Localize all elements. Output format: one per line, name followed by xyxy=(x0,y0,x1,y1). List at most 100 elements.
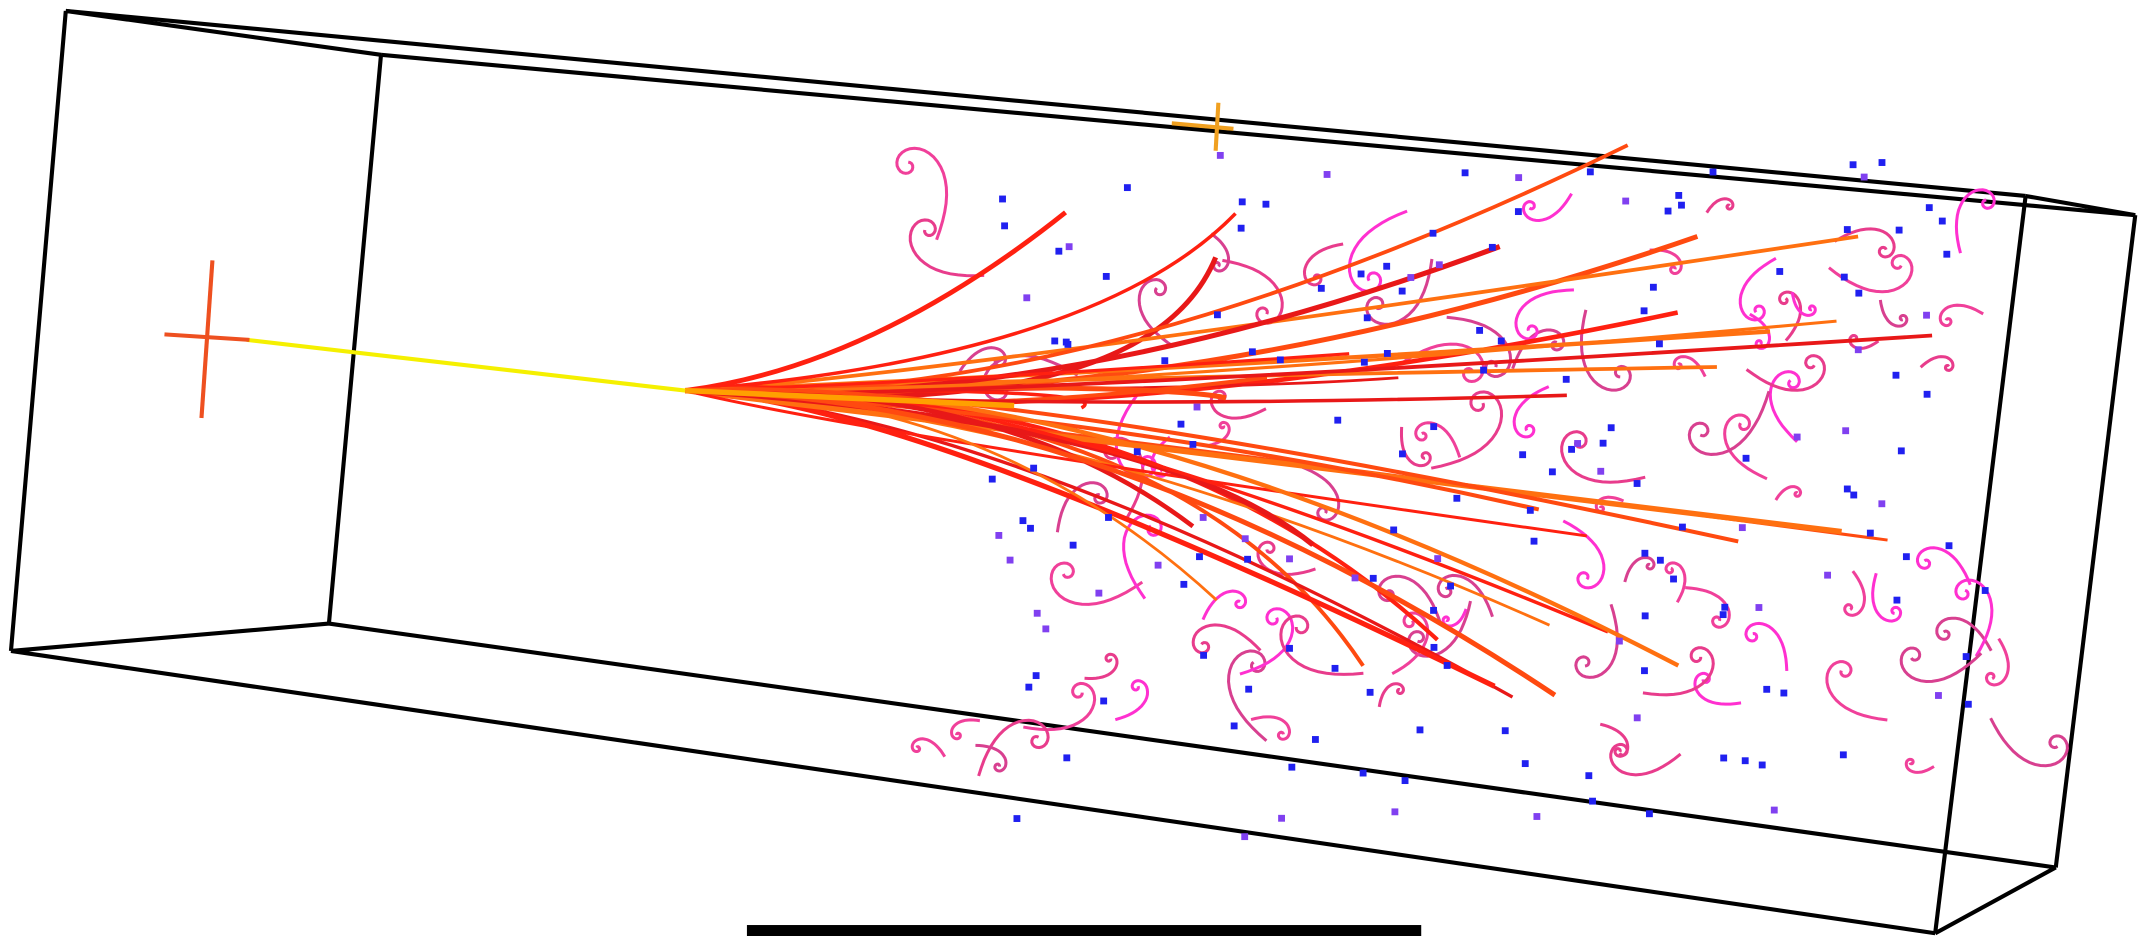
deposit xyxy=(1608,424,1615,431)
deposit xyxy=(1100,698,1107,705)
event-display xyxy=(0,0,2138,936)
deposit xyxy=(1027,525,1034,532)
box-edge xyxy=(329,55,381,624)
deposit xyxy=(1650,284,1657,291)
secondary-track xyxy=(1416,423,1460,458)
deposit xyxy=(1020,517,1027,524)
deposit xyxy=(1447,583,1454,590)
deposit xyxy=(1587,168,1594,175)
deposit xyxy=(1867,530,1874,537)
deposit xyxy=(1391,808,1398,815)
deposit xyxy=(1055,248,1062,255)
deposit xyxy=(1924,391,1931,398)
box-edge xyxy=(11,624,329,651)
deposit xyxy=(1263,201,1270,208)
deposit xyxy=(1616,638,1623,645)
secondary-track xyxy=(1829,255,1912,291)
deposit xyxy=(1134,448,1141,455)
deposit xyxy=(1360,770,1367,777)
deposit xyxy=(1161,357,1168,364)
deposit xyxy=(1794,434,1801,441)
deposit xyxy=(995,532,1002,539)
deposit xyxy=(1926,204,1933,211)
secondary-track xyxy=(1193,625,1260,653)
deposit xyxy=(989,476,996,483)
deposit xyxy=(1679,524,1686,531)
deposit xyxy=(1007,557,1014,564)
secondary-track xyxy=(1921,357,1953,371)
deposit xyxy=(1384,350,1391,357)
deposit xyxy=(1200,652,1207,659)
deposit xyxy=(1178,421,1185,428)
deposit xyxy=(1001,222,1008,229)
deposit xyxy=(1763,686,1770,693)
deposit xyxy=(1743,455,1750,462)
secondary-track xyxy=(910,220,984,276)
secondary-track xyxy=(1379,684,1403,707)
box-edge xyxy=(2056,215,2135,867)
secondary-track xyxy=(1725,415,1767,479)
box-edge xyxy=(1935,867,2056,933)
deposit xyxy=(1286,645,1293,652)
deposit xyxy=(1646,810,1653,817)
deposit xyxy=(1194,404,1201,411)
deposit xyxy=(1217,152,1224,159)
deposit xyxy=(1383,263,1390,270)
deposit xyxy=(1665,208,1672,215)
deposit xyxy=(1600,440,1607,447)
deposit xyxy=(1939,218,1946,225)
deposit xyxy=(1850,492,1857,499)
deposit xyxy=(1124,184,1131,191)
secondary-track xyxy=(1835,229,1895,257)
deposit xyxy=(1670,576,1677,583)
deposit xyxy=(1242,535,1249,542)
deposit xyxy=(1430,423,1437,430)
deposit xyxy=(1842,427,1849,434)
deposit xyxy=(1861,174,1868,181)
deposit xyxy=(1776,268,1783,275)
primary-track xyxy=(247,340,686,391)
box-edge xyxy=(329,624,2056,868)
secondary-track xyxy=(1514,387,1549,437)
deposit xyxy=(1563,376,1570,383)
deposit xyxy=(1453,495,1460,502)
deposit xyxy=(1189,441,1196,448)
deposit xyxy=(1678,202,1685,209)
marker-line xyxy=(164,334,249,339)
secondary-track xyxy=(1600,724,1628,756)
deposit xyxy=(1180,581,1187,588)
deposit xyxy=(1249,348,1256,355)
deposit xyxy=(1923,312,1930,319)
vertex-marker xyxy=(164,260,249,418)
deposit xyxy=(1436,261,1443,268)
secondary-track xyxy=(1431,392,1501,468)
box-edge xyxy=(66,11,2026,196)
deposit xyxy=(1533,813,1540,820)
deposit xyxy=(1519,451,1526,458)
deposit xyxy=(1430,230,1437,237)
deposit xyxy=(1063,339,1070,346)
deposit xyxy=(1515,174,1522,181)
deposit xyxy=(1324,171,1331,178)
secondary-track xyxy=(912,739,945,757)
deposit xyxy=(1739,524,1746,531)
deposit xyxy=(1278,815,1285,822)
secondary-track xyxy=(1880,300,1906,326)
secondary-track xyxy=(1740,258,1776,320)
detector-box xyxy=(11,11,2135,933)
secondary-track xyxy=(1940,305,1983,325)
deposit xyxy=(1879,159,1886,166)
deposit xyxy=(1033,672,1040,679)
shower-tracks xyxy=(685,145,1932,697)
deposit xyxy=(1903,553,1910,560)
deposit xyxy=(1070,542,1077,549)
deposit xyxy=(1480,367,1487,374)
deposit xyxy=(1444,662,1451,669)
deposit xyxy=(1417,726,1424,733)
secondary-track xyxy=(1707,199,1733,213)
deposit xyxy=(1502,727,1509,734)
deposit xyxy=(1034,610,1041,617)
deposit xyxy=(1399,450,1406,457)
deposit xyxy=(1430,607,1437,614)
deposit xyxy=(1239,198,1246,205)
